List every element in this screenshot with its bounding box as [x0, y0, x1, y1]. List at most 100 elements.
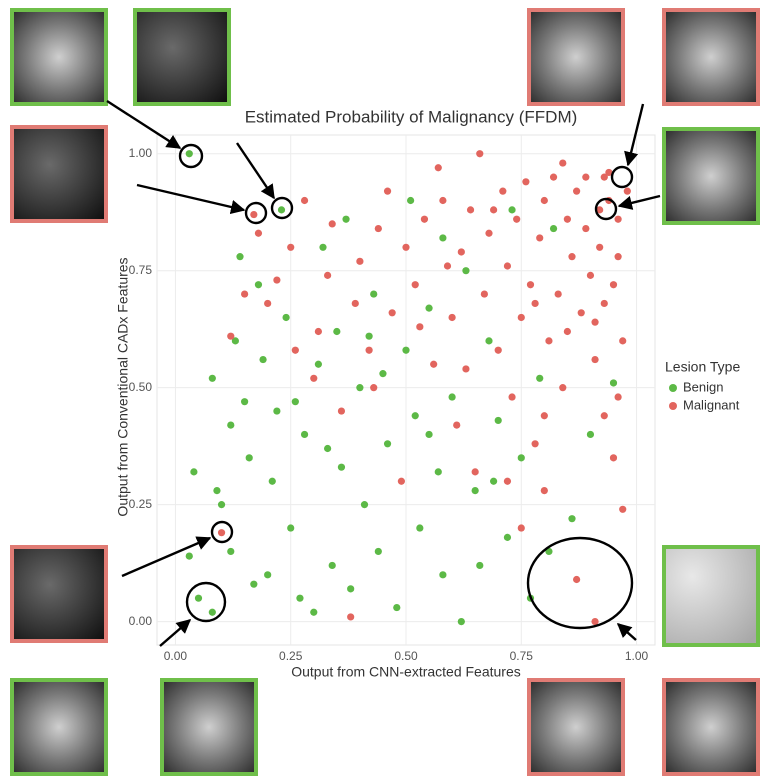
point: [185, 552, 193, 560]
point: [517, 313, 525, 322]
point: [208, 374, 216, 382]
arrow: [616, 623, 637, 641]
thumbnail: [662, 545, 760, 647]
y-tick-label: 0.75: [129, 263, 153, 277]
point: [586, 271, 595, 279]
point: [416, 323, 424, 331]
point: [411, 412, 419, 420]
point: [296, 594, 304, 602]
x-tick-label: 0.50: [394, 649, 418, 663]
y-tick-label: 0.00: [129, 614, 153, 628]
point: [453, 421, 461, 429]
point: [596, 206, 604, 214]
thumbnail: [10, 678, 108, 776]
point: [370, 384, 378, 392]
thumbnail: [10, 8, 108, 106]
point: [503, 477, 512, 485]
point: [619, 337, 627, 345]
highlight-circle: [244, 201, 268, 225]
point: [503, 533, 512, 541]
y-tick-label: 1.00: [129, 146, 153, 160]
point: [591, 618, 599, 626]
arrow: [624, 103, 645, 167]
point: [554, 290, 562, 298]
y-tick-label: 0.25: [129, 497, 153, 511]
legend-label: Benign: [683, 379, 723, 394]
point: [485, 229, 493, 237]
point: [462, 365, 470, 373]
point: [337, 407, 346, 415]
point: [333, 327, 341, 336]
point: [217, 501, 226, 509]
point: [439, 234, 447, 242]
point: [310, 374, 318, 382]
point: [287, 243, 295, 251]
thumbnail: [662, 127, 760, 225]
point: [600, 173, 608, 181]
point: [517, 524, 525, 532]
thumbnail: [527, 8, 625, 106]
point: [605, 168, 613, 177]
point: [227, 332, 235, 340]
x-axis-label: Output from CNN-extracted Features: [291, 664, 521, 680]
point: [379, 370, 387, 378]
point: [471, 468, 479, 476]
x-tick-label: 0.00: [164, 649, 188, 663]
point: [374, 224, 382, 233]
point: [411, 281, 419, 289]
point: [513, 215, 521, 223]
point: [407, 196, 415, 205]
point: [416, 524, 424, 532]
point: [559, 159, 567, 167]
legend: Benign Malignant: [669, 379, 740, 412]
arrow: [159, 619, 192, 647]
point: [531, 299, 539, 308]
point: [586, 430, 595, 439]
thumbnail: [133, 8, 231, 106]
point: [287, 524, 295, 532]
point: [609, 454, 618, 462]
point: [370, 290, 378, 298]
point: [250, 580, 258, 588]
point: [324, 271, 332, 279]
point: [439, 196, 447, 205]
point: [328, 561, 336, 570]
point: [402, 243, 410, 251]
point: [545, 337, 553, 345]
point: [291, 346, 299, 354]
point: [194, 594, 203, 602]
point: [356, 257, 364, 265]
point: [582, 173, 590, 181]
point: [328, 220, 336, 228]
point: [476, 150, 484, 158]
point: [614, 215, 622, 223]
point: [577, 309, 585, 317]
point: [208, 608, 216, 616]
arrow: [106, 99, 182, 150]
point: [614, 393, 622, 401]
point: [337, 463, 346, 471]
point: [549, 224, 558, 233]
highlight-circle: [526, 536, 634, 630]
point: [573, 575, 581, 584]
point: [485, 337, 493, 345]
chart-title: Estimated Probability of Malignancy (FFD…: [245, 107, 578, 126]
point: [356, 384, 364, 392]
point: [568, 253, 576, 261]
x-tick-label: 0.25: [279, 649, 303, 663]
point: [490, 206, 498, 214]
point: [383, 187, 392, 195]
point: [508, 206, 516, 214]
point: [457, 618, 465, 626]
thumbnails: [10, 8, 760, 776]
point: [439, 571, 447, 579]
point: [185, 150, 193, 158]
point: [347, 613, 355, 621]
point: [430, 360, 438, 368]
point: [536, 374, 544, 382]
point: [582, 224, 590, 233]
point: [568, 515, 576, 523]
thumbnail: [10, 545, 108, 643]
point: [499, 187, 507, 195]
point: [420, 215, 429, 223]
